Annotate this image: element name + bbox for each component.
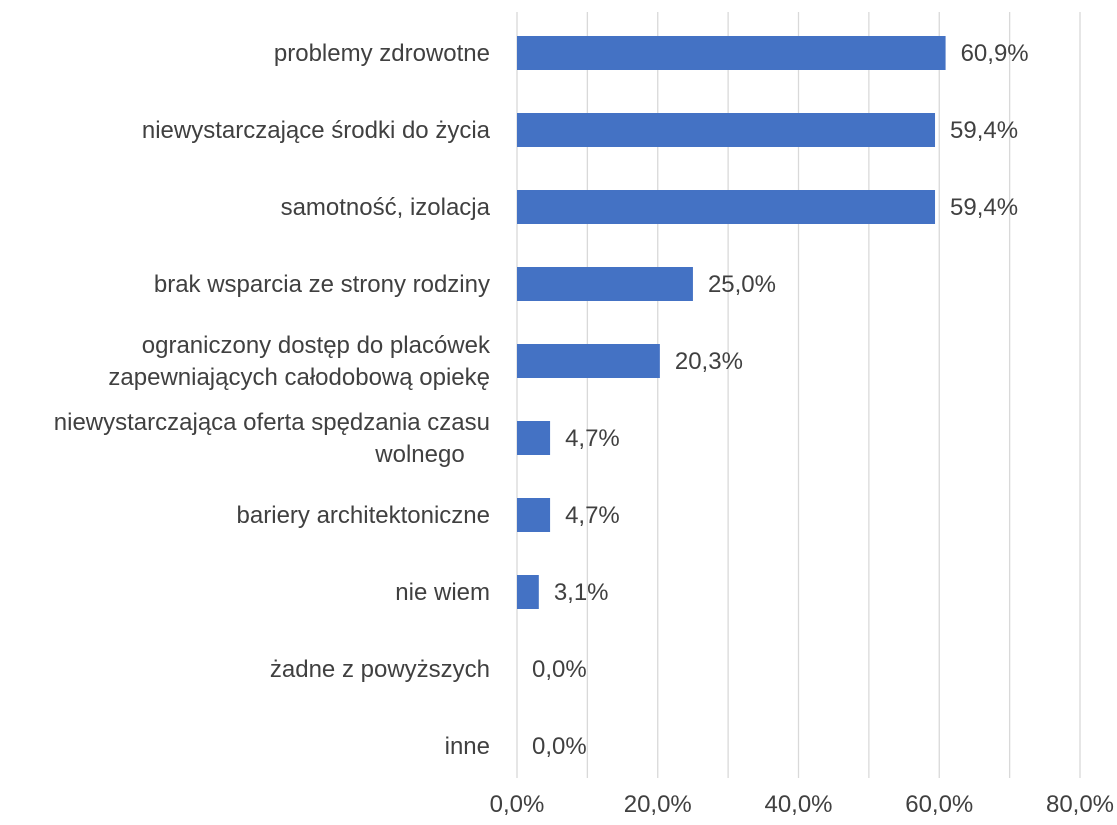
bar	[517, 113, 936, 147]
category-label: samotność, izolacja	[281, 194, 491, 221]
data-label: 60,9%	[961, 40, 1029, 67]
data-label: 0,0%	[532, 656, 587, 683]
category-label-line: ograniczony dostęp do placówek	[142, 332, 491, 359]
category-label-line: wolnego	[374, 441, 464, 468]
category-label: inne	[445, 733, 490, 760]
bar	[517, 190, 936, 224]
x-tick-label: 60,0%	[905, 791, 973, 818]
category-label: nie wiem	[395, 579, 490, 606]
data-label: 59,4%	[950, 117, 1018, 144]
bar	[517, 421, 551, 455]
bar	[517, 575, 539, 609]
bar	[517, 267, 693, 301]
category-label: problemy zdrowotne	[274, 40, 490, 67]
category-label: żadne z powyższych	[270, 656, 490, 683]
data-label: 0,0%	[532, 733, 587, 760]
data-label: 25,0%	[708, 271, 776, 298]
data-label: 3,1%	[554, 579, 609, 606]
bar	[517, 344, 660, 378]
data-label: 59,4%	[950, 194, 1018, 221]
data-label: 4,7%	[565, 502, 620, 529]
category-label-line: zapewniających całodobową opiekę	[108, 364, 490, 391]
category-label: niewystarczające środki do życia	[142, 117, 491, 144]
data-label: 20,3%	[675, 348, 743, 375]
bar	[517, 36, 946, 70]
category-label: ograniczony dostęp do placówek zapewniają…	[108, 332, 491, 391]
x-tick-label: 0,0%	[490, 791, 545, 818]
x-tick-label: 80,0%	[1046, 791, 1114, 818]
bars	[517, 36, 946, 609]
bar	[517, 498, 551, 532]
category-label: brak wsparcia ze strony rodziny	[154, 271, 490, 298]
category-label: bariery architektoniczne	[237, 502, 490, 529]
x-axis-tick-labels: 0,0% 20,0% 40,0% 60,0% 80,0%	[490, 791, 1114, 818]
category-label: niewystarczająca oferta spędzania czasu w…	[54, 409, 490, 468]
category-label-line: niewystarczająca oferta spędzania czasu	[54, 409, 490, 436]
x-tick-label: 20,0%	[624, 791, 692, 818]
data-label: 4,7%	[565, 425, 620, 452]
value-labels: 60,9% 59,4% 59,4% 25,0% 20,3% 4,7% 4,7% 3,1% 0,0…	[532, 40, 1029, 760]
x-tick-label: 40,0%	[764, 791, 832, 818]
category-labels: problemy zdrowotne niewystarczające środk…	[54, 40, 491, 760]
